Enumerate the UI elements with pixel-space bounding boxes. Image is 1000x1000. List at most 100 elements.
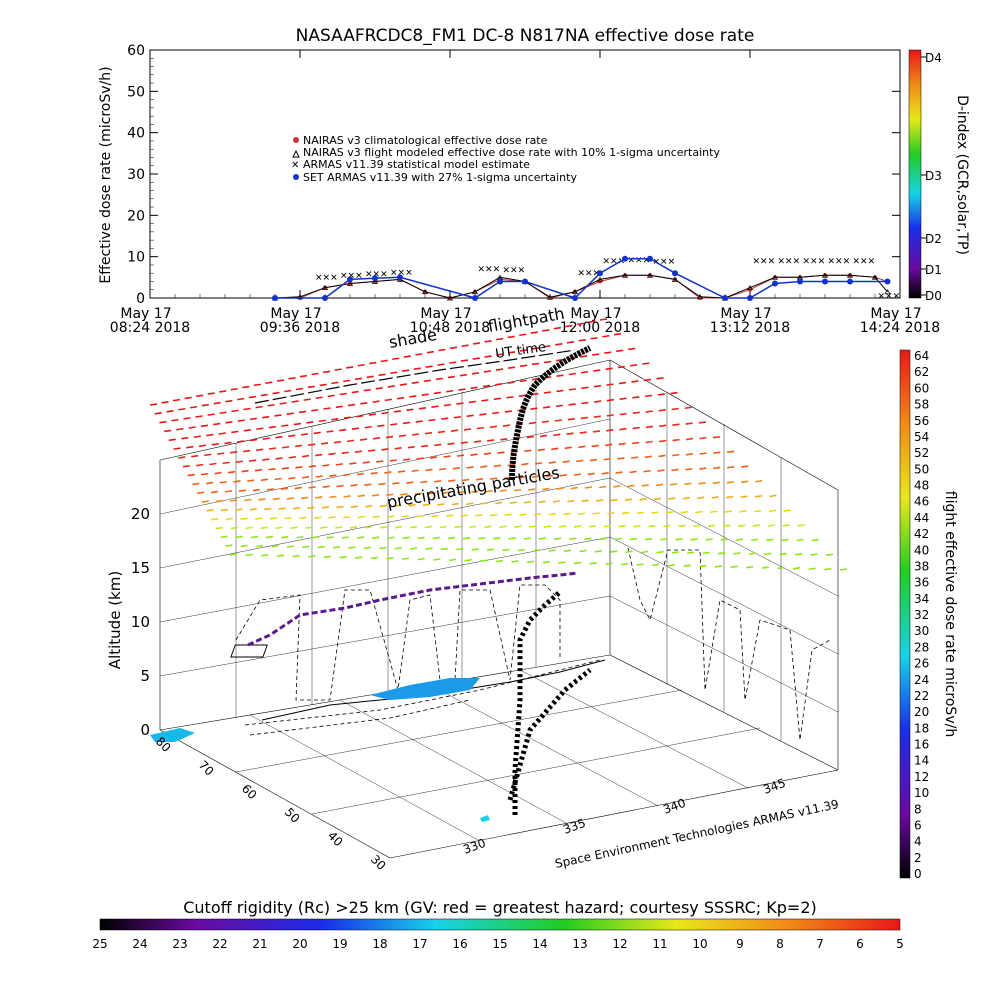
particle-dash [519, 379, 527, 383]
particle-dash [271, 545, 279, 548]
particle-dash [378, 482, 386, 486]
particle-dash [632, 411, 640, 415]
particle-dash [415, 420, 423, 423]
particle-dash [230, 451, 238, 454]
particle-dash [255, 544, 264, 548]
particle-dash [279, 402, 287, 405]
right-colorbar-tick-label: 34 [914, 592, 929, 606]
particle-dash [460, 441, 468, 444]
particle-dash [290, 526, 298, 529]
armas-model-point: ✕✕✕ [778, 257, 801, 267]
particle-dash [415, 353, 423, 356]
particle-dash [432, 536, 440, 540]
particle-dash [748, 552, 756, 555]
particle-dash [400, 492, 408, 496]
particle-dash [198, 444, 207, 448]
particle-dash [531, 347, 539, 350]
particle-dash [543, 345, 551, 348]
particle-dash [243, 449, 251, 453]
particle-dash [645, 440, 653, 444]
particle-dash [205, 481, 214, 485]
particle-dash [684, 482, 692, 486]
particle-dash [454, 525, 462, 529]
particle-dash [343, 379, 351, 383]
altitude-tick-label: 5 [140, 667, 150, 685]
particle-dash [215, 499, 224, 503]
particle-dash [215, 526, 223, 530]
particle-dash [519, 349, 527, 352]
particle-dash [675, 538, 683, 541]
particle-dash [182, 464, 191, 468]
particle-dash [610, 550, 618, 553]
particle-dash [475, 513, 483, 517]
particle-dash [346, 439, 355, 443]
particle-dash [530, 407, 538, 411]
particle-dash [366, 375, 374, 379]
particle-dash [181, 436, 189, 440]
nairas-flight-point [746, 285, 754, 291]
particle-dash [207, 392, 215, 395]
bottom-colorbar-tick-label: 21 [252, 937, 267, 951]
particle-dash [627, 484, 635, 488]
particle-dash [644, 537, 653, 541]
particle-dash [311, 372, 319, 376]
particle-dash [511, 560, 519, 563]
particle-dash [485, 489, 493, 493]
particle-dash [527, 560, 535, 564]
particle-dash [368, 449, 376, 452]
particle-dash [493, 537, 501, 540]
particle-dash [699, 436, 707, 440]
particle-dash [737, 524, 746, 527]
particle-dash [149, 403, 158, 406]
particle-dash [229, 553, 238, 556]
particle-dash [214, 471, 222, 475]
particle-dash [592, 512, 600, 515]
particle-dash [300, 433, 309, 436]
particle-dash [409, 395, 417, 398]
right-colorbar-tick-label: 64 [914, 349, 929, 363]
particle-dash [266, 488, 274, 491]
particle-dash [401, 557, 410, 561]
particle-dash [439, 467, 447, 471]
armas-model-point: ✕✕✕ [603, 257, 626, 267]
particle-dash [705, 538, 713, 541]
particle-dash [301, 476, 310, 479]
particle-dash [507, 381, 515, 384]
particle-dash [594, 400, 602, 403]
particle-dash [335, 405, 343, 409]
bottom-colorbar-tick-label: 13 [572, 937, 587, 951]
particle-dash [397, 470, 406, 473]
particle-dash [387, 536, 395, 540]
particle-dash [248, 459, 257, 462]
particle-dash [469, 525, 477, 529]
particle-dash [435, 377, 444, 381]
particle-dash [255, 405, 263, 409]
particle-dash [411, 433, 420, 436]
bottom-colorbar [99, 918, 901, 931]
x-tick-label-time: 12:00 2018 [560, 320, 640, 336]
set-armas-point [772, 280, 778, 287]
particle-dash [254, 468, 263, 472]
particle-dash [558, 525, 567, 528]
particle-dash [196, 463, 204, 467]
top-y-axis: 0 10 20 30 40 50 60 [127, 43, 900, 307]
particle-dash [670, 391, 678, 395]
particle-dash [616, 349, 624, 353]
particle-dash [672, 438, 680, 442]
flightpath-label: flightpath [486, 304, 566, 336]
particle-dash [519, 513, 527, 516]
particle-dash [204, 453, 212, 457]
set-armas-point [597, 270, 603, 277]
particle-dash [740, 480, 749, 484]
particle-dash [280, 487, 288, 491]
right-colorbar-tick-label: 48 [914, 479, 929, 493]
particle-dash [364, 526, 373, 529]
particle-dash [441, 417, 449, 420]
particle-dash [437, 430, 446, 434]
right-colorbar-ticks: 6462605856545250484644424038363432302826… [914, 349, 929, 881]
particle-dash [632, 396, 640, 399]
particle-dash [768, 509, 776, 513]
particle-dash [578, 445, 586, 449]
particle-dash [445, 514, 454, 517]
particle-dash [307, 506, 315, 510]
